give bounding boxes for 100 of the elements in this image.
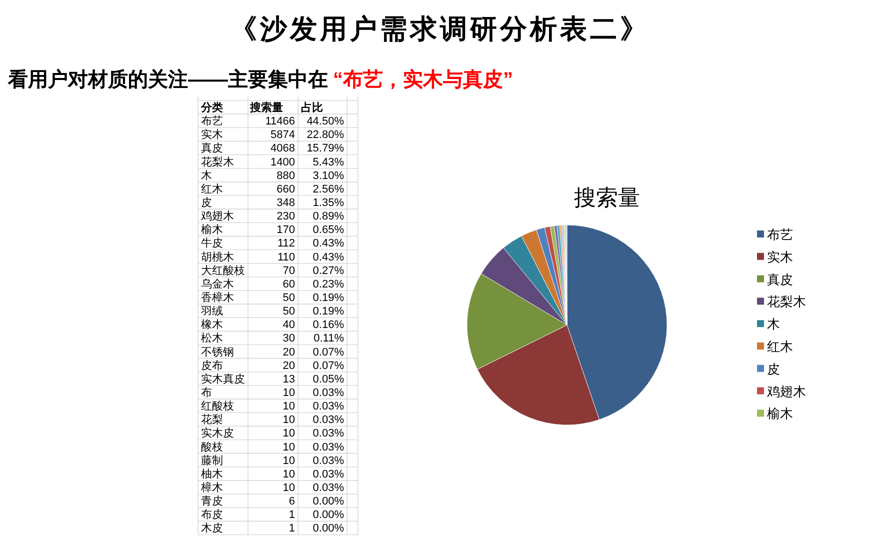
data-label: 0.03% xyxy=(312,414,344,426)
data-label: 112 xyxy=(277,238,295,250)
data-label: 10 xyxy=(282,468,295,480)
data-label: 0.03% xyxy=(312,454,344,467)
legend-label: 皮 xyxy=(767,361,780,376)
data-label: 13 xyxy=(282,373,295,386)
data-label: 0.43% xyxy=(312,238,344,250)
legend-label: 真皮 xyxy=(767,272,793,287)
category-label: 红酸枝 xyxy=(201,400,234,413)
data-label: 3.10% xyxy=(312,170,344,182)
data-label: 10 xyxy=(282,428,295,440)
category-label: 花梨木 xyxy=(201,155,234,168)
category-label: 木 xyxy=(201,168,212,182)
data-label: 1 xyxy=(288,509,295,522)
category-label: 胡桃木 xyxy=(201,250,234,264)
category-label: 布 xyxy=(201,386,212,399)
legend-label: 花梨木 xyxy=(767,294,806,310)
data-label: 30 xyxy=(282,332,295,345)
data-label: 0.89% xyxy=(312,210,344,223)
data-label: 10 xyxy=(282,441,295,454)
data-label: 348 xyxy=(276,196,295,209)
category-label: 榆木 xyxy=(201,223,223,236)
data-label: 5.43% xyxy=(312,156,344,168)
category-label: 木皮 xyxy=(201,522,223,535)
category-label: 不锈钢 xyxy=(201,346,234,358)
data-label: 660 xyxy=(276,183,295,196)
category-label: 羽绒 xyxy=(201,304,223,318)
category-label: 柚木 xyxy=(201,467,223,480)
data-label: 0.43% xyxy=(312,251,344,264)
data-label: 50 xyxy=(282,292,295,304)
data-label: 110 xyxy=(277,251,295,264)
chart-title: 搜索量 xyxy=(574,185,640,210)
data-label: 4068 xyxy=(270,142,295,155)
data-label: 10 xyxy=(282,482,295,494)
data-label: 50 xyxy=(282,306,295,318)
data-label: 6 xyxy=(288,496,295,508)
data-label: 0.65% xyxy=(312,224,344,236)
data-label: 40 xyxy=(282,319,295,332)
category-label: 真皮 xyxy=(201,142,223,155)
data-label: 15.79% xyxy=(306,142,344,155)
data-label: 0.11% xyxy=(314,332,344,345)
data-label: 0.19% xyxy=(312,292,344,304)
data-label: 10 xyxy=(282,386,295,399)
data-label: 11466 xyxy=(265,116,295,128)
category-label: 香樟木 xyxy=(201,290,234,304)
data-label: 10 xyxy=(282,414,295,426)
data-label: 0.00% xyxy=(312,496,344,508)
category-label: 皮 xyxy=(201,196,212,209)
data-label: 22.80% xyxy=(306,129,344,142)
category-label: 花梨 xyxy=(201,413,223,426)
data-label: 1.35% xyxy=(312,196,344,209)
data-label: 0.27% xyxy=(312,264,344,277)
data-label: 170 xyxy=(276,224,295,236)
data-label: 0.05% xyxy=(312,373,344,386)
category-label: 大红酸枝 xyxy=(201,264,245,277)
data-label: 1400 xyxy=(270,156,295,168)
data-label: 70 xyxy=(282,264,295,277)
category-label: 松木 xyxy=(201,332,223,345)
data-label: 44.50% xyxy=(306,116,344,128)
category-label: 樟木 xyxy=(200,480,223,494)
legend-label: 红木 xyxy=(767,339,793,354)
text: “布艺，实木与真皮” xyxy=(333,68,513,91)
data-label: 10 xyxy=(282,454,295,467)
legend-label: 木 xyxy=(767,316,780,332)
category-label: 红木 xyxy=(201,182,223,196)
data-label: 230 xyxy=(276,210,295,223)
category-label: 实木 xyxy=(201,128,223,142)
data-label: 0.16% xyxy=(312,319,344,332)
data-label: 1 xyxy=(288,522,295,535)
legend-label: 实木 xyxy=(767,249,793,264)
data-label: 0.00% xyxy=(312,509,344,522)
legend-label: 鸡翅木 xyxy=(766,384,806,399)
category-label: 皮布 xyxy=(201,358,223,372)
category-label: 藤制 xyxy=(201,454,223,467)
category-label: 布皮 xyxy=(201,508,223,522)
data-label: 0.07% xyxy=(312,360,344,372)
data-label: 0.23% xyxy=(312,278,344,290)
data-label: 5874 xyxy=(270,129,295,142)
legend-label: 榆木 xyxy=(767,406,793,422)
category-label: 实木皮 xyxy=(201,426,234,440)
data-label: 0.03% xyxy=(312,441,344,454)
text: 《沙发用户需求调研分析表二》 xyxy=(230,14,650,44)
data-label: 10 xyxy=(282,400,295,413)
data-label: 0.00% xyxy=(312,522,344,535)
category-label: 酸枝 xyxy=(201,441,223,454)
category-label: 实木真皮 xyxy=(201,372,245,386)
category-label: 牛皮 xyxy=(201,236,223,250)
data-label: 0.07% xyxy=(312,346,344,358)
data-label: 0.19% xyxy=(312,306,344,318)
text: 看用户对材质的关注——主要集中在 xyxy=(7,68,328,91)
category-label: 乌金木 xyxy=(201,277,234,290)
data-label: 20 xyxy=(282,346,295,358)
data-label: 60 xyxy=(282,278,295,290)
data-label: 0.03% xyxy=(312,386,344,399)
category-label: 青皮 xyxy=(201,494,223,508)
legend-label: 布艺 xyxy=(767,227,793,242)
data-label: 0.03% xyxy=(312,428,344,440)
category-label: 鸡翅木 xyxy=(200,210,234,223)
data-label: 0.03% xyxy=(312,482,344,494)
text: 占比 xyxy=(301,101,323,114)
